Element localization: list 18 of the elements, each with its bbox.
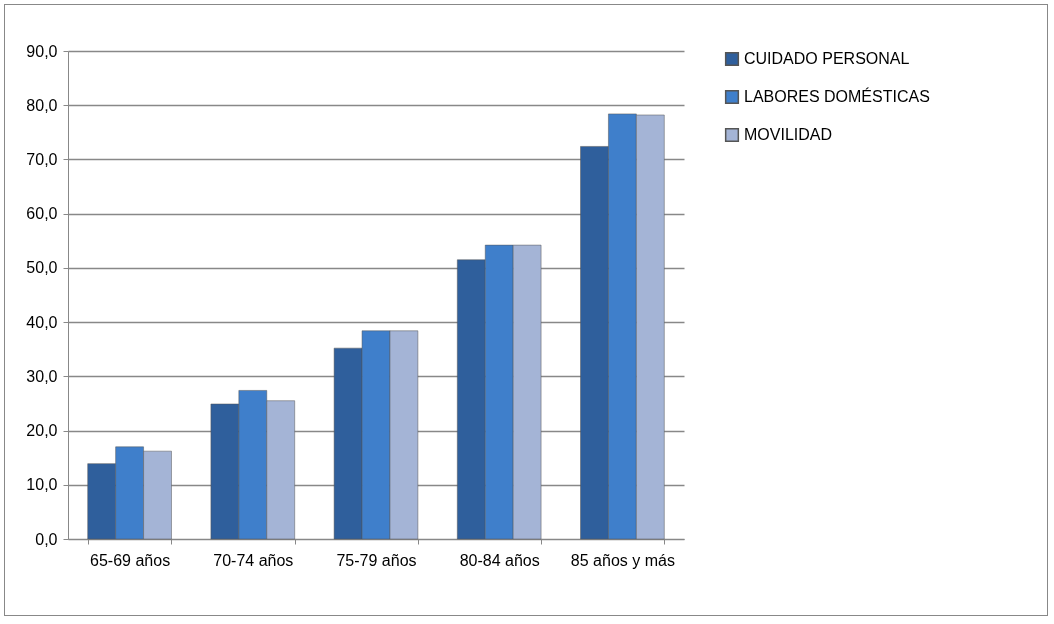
y-tick-label: 80,0 xyxy=(26,96,58,114)
y-tick-label: 70,0 xyxy=(26,150,58,168)
x-tick-label: 75-79 años xyxy=(336,551,417,569)
y-tick-label: 50,0 xyxy=(26,259,58,277)
legend-label: LABORES DOMÉSTICAS xyxy=(744,87,930,105)
y-tick-label: 60,0 xyxy=(26,205,58,223)
y-tick-label: 0,0 xyxy=(35,530,58,548)
x-tick-label: 80-84 años xyxy=(459,551,540,569)
y-tick-label: 10,0 xyxy=(26,476,58,494)
legend-label: CUIDADO PERSONAL xyxy=(744,50,910,67)
y-tick-label: 40,0 xyxy=(26,313,58,331)
x-tick-label: 70-74 años xyxy=(213,551,294,569)
y-tick-label: 90,0 xyxy=(26,42,58,60)
y-tick-label: 20,0 xyxy=(26,422,58,440)
x-tick-label: 85 años y más xyxy=(570,551,675,569)
y-tick-label: 30,0 xyxy=(26,367,58,385)
legend-label: MOVILIDAD xyxy=(744,126,833,143)
x-tick-label: 65-69 años xyxy=(90,551,171,569)
